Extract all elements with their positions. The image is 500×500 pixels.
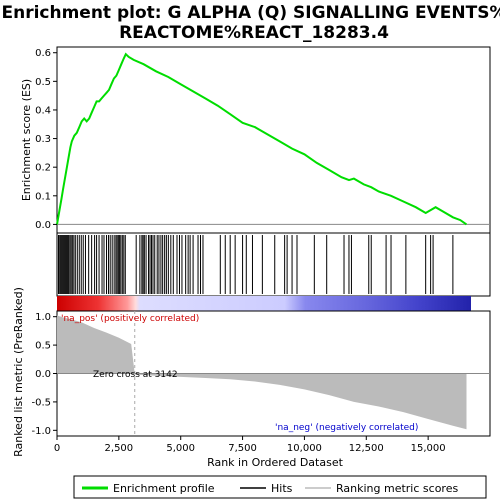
legend-label-hits: Hits <box>271 482 293 495</box>
pos-label: 'na_pos' (positively correlated) <box>61 314 199 324</box>
metric-y-tick-label: -1.0 <box>31 426 51 437</box>
y-axis-label-bottom: Ranked list metric (PreRanked) <box>12 287 25 457</box>
es-y-tick-label: 0.3 <box>35 134 51 145</box>
chart-title-line1: Enrichment plot: G ALPHA (Q) SIGNALLING … <box>1 3 500 23</box>
axis-layer: 0.0 0.1 0.2 0.3 0.4 0.5 0.6 1.0 0.5 0.0 -0.5 -1.00 2… <box>31 48 445 454</box>
metric-area <box>57 315 467 430</box>
es-layer <box>56 52 490 226</box>
x-tick-label: 5,000 <box>166 443 195 454</box>
x-tick-label: 12,500 <box>349 443 384 454</box>
es-y-tick-label: 0.2 <box>35 163 51 174</box>
es-curve <box>56 52 468 226</box>
es-y-tick-label: 0.0 <box>35 220 51 231</box>
es-y-tick-label: 0.6 <box>35 48 51 59</box>
es-y-tick-label: 0.1 <box>35 191 51 202</box>
es-y-tick-label: 0.5 <box>35 77 51 88</box>
x-tick-label: 0 <box>54 443 60 454</box>
es-y-tick-label: 0.4 <box>35 105 51 116</box>
hits-panel <box>56 232 491 297</box>
chart-title-line2: REACTOME%REACT_18283.4 <box>119 23 389 43</box>
metric-y-tick-label: 0.5 <box>35 341 51 352</box>
hits-layer <box>57 235 454 294</box>
x-tick-label: 2,500 <box>105 443 134 454</box>
legend-label-enrichment: Enrichment profile <box>113 482 215 495</box>
y-axis-label-top: Enrichment score (ES) <box>20 79 33 201</box>
metric-y-tick-label: 0.0 <box>35 369 51 380</box>
x-axis-label: Rank in Ordered Dataset <box>207 456 344 469</box>
legend-box <box>73 475 487 499</box>
es-panel <box>56 46 491 234</box>
zero-cross-label: Zero cross at 3142 <box>93 370 178 380</box>
neg-label: 'na_neg' (negatively correlated) <box>275 423 418 433</box>
rank-color-bar <box>57 296 471 311</box>
metric-y-tick-label: -0.5 <box>31 397 51 408</box>
legend: Enrichment profile Hits Ranking metric s… <box>73 475 487 499</box>
x-tick-label: 7,500 <box>228 443 257 454</box>
metric-layer <box>57 311 490 436</box>
x-tick-label: 10,000 <box>287 443 322 454</box>
metric-y-tick-label: 1.0 <box>35 312 51 323</box>
legend-label-ranking: Ranking metric scores <box>336 482 458 495</box>
x-tick-label: 15,000 <box>411 443 446 454</box>
